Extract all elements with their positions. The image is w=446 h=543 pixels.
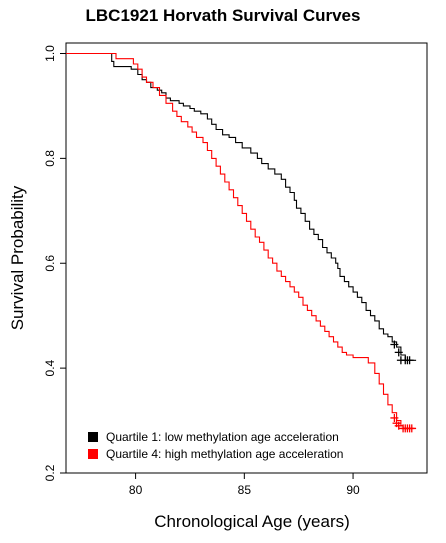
legend-swatch-2 xyxy=(88,449,98,459)
y-axis-label: Survival Probability xyxy=(8,185,27,330)
series-2-censor-mark xyxy=(407,424,416,433)
y-tick-label: 0.8 xyxy=(43,150,57,167)
y-tick-label: 0.4 xyxy=(43,359,57,376)
legend: Quartile 1: low methylation age accelera… xyxy=(88,430,343,461)
y-tick-label: 1.0 xyxy=(43,45,57,62)
survival-curves xyxy=(66,52,417,433)
series-1-step-line xyxy=(66,52,417,361)
series-1-censor-mark xyxy=(390,340,399,349)
series-2-censor-mark xyxy=(394,421,403,430)
series-2-censor-mark xyxy=(390,413,399,422)
y-tick-label: 0.6 xyxy=(43,255,57,272)
y-axis: 0.2 0.4 0.6 0.8 1.0 xyxy=(43,45,66,481)
x-axis: 80 85 90 xyxy=(129,473,360,497)
x-tick-label: 90 xyxy=(346,483,360,497)
chart-title: LBC1921 Horvath Survival Curves xyxy=(85,6,361,25)
series-1-censor-mark xyxy=(394,348,403,357)
x-tick-label: 85 xyxy=(238,483,252,497)
series-2-step-line xyxy=(66,52,417,429)
series-1-censor-mark xyxy=(405,356,414,365)
x-axis-label: Chronological Age (years) xyxy=(154,512,350,531)
plot-frame xyxy=(65,42,428,474)
x-tick-label: 80 xyxy=(129,483,143,497)
legend-label-1: Quartile 1: low methylation age accelera… xyxy=(106,430,339,444)
legend-swatch-1 xyxy=(88,432,98,442)
legend-label-2: Quartile 4: high methylation age acceler… xyxy=(106,447,343,461)
y-tick-label: 0.2 xyxy=(43,464,57,481)
